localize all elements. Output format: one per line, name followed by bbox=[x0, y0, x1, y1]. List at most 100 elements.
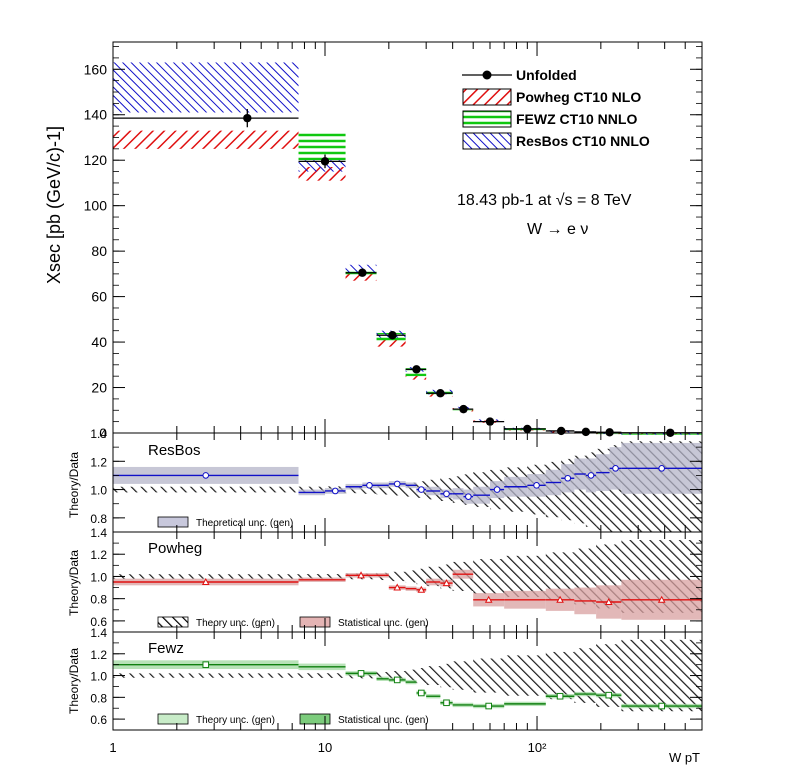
legend-label: Unfolded bbox=[516, 67, 577, 83]
ratio-marker bbox=[202, 472, 210, 479]
ratio-marker bbox=[366, 482, 373, 489]
ratio-marker bbox=[418, 689, 425, 697]
y-tick-label: 0 bbox=[99, 425, 107, 441]
data-unc-band bbox=[113, 673, 299, 678]
data-point bbox=[605, 428, 614, 437]
y-tick-label: 100 bbox=[84, 198, 108, 214]
powheg-panel-title: Powheg bbox=[148, 540, 202, 557]
ratio-marker bbox=[493, 486, 501, 493]
fewz-y-axis-title: Theory/Data bbox=[67, 648, 81, 714]
resbos-ratio-legend: Theoretical unc. (gen) bbox=[157, 516, 293, 529]
data-unc-band bbox=[376, 484, 389, 495]
legend-label: Theory unc. (gen) bbox=[196, 618, 275, 629]
x-tick-label: 1 bbox=[109, 740, 116, 755]
data-unc-band bbox=[621, 639, 702, 712]
panel-frame-3 bbox=[112, 631, 703, 731]
ratio-marker bbox=[357, 571, 365, 579]
y-tick-label: 140 bbox=[84, 107, 108, 123]
data-point bbox=[358, 268, 367, 277]
ratio-marker bbox=[587, 472, 595, 479]
ratio-marker bbox=[604, 597, 613, 605]
data-point bbox=[388, 331, 397, 340]
ratio-marker bbox=[605, 691, 613, 699]
y-tick-label: 1.2 bbox=[90, 455, 107, 469]
ratio-marker bbox=[556, 595, 564, 603]
y-axis-title: Xsec [pb (GeV/c)-1] bbox=[44, 126, 64, 284]
fewz-panel-title: Fewz bbox=[148, 640, 184, 657]
legend-label: Theoretical unc. (gen) bbox=[196, 518, 293, 529]
y-tick-label: 20 bbox=[91, 380, 107, 396]
data-unc-band bbox=[504, 655, 546, 696]
ratio-marker bbox=[443, 490, 450, 498]
legend-resbos: ResBos CT10 NNLO bbox=[462, 132, 650, 150]
data-unc-band bbox=[452, 661, 474, 690]
powheg-y-axis-title: Theory/Data bbox=[67, 550, 81, 616]
data-unc-band bbox=[473, 658, 505, 693]
resbos-panel-title: ResBos bbox=[148, 442, 201, 459]
data-unc-band bbox=[113, 486, 299, 493]
theory-band-2 bbox=[298, 130, 346, 161]
ratio-marker bbox=[417, 585, 426, 593]
data-unc-band bbox=[416, 568, 427, 585]
legend-label: Statistical unc. (gen) bbox=[338, 715, 429, 726]
plot-marks: 0204060801001201401600.81.01.21.40.60.81… bbox=[84, 41, 703, 755]
y-tick-label: 40 bbox=[91, 334, 107, 350]
data-unc-band bbox=[388, 483, 406, 496]
y-tick-label: 0.8 bbox=[90, 512, 107, 526]
data-point bbox=[459, 404, 468, 414]
fewz-ratio-legend: Theory unc. (gen) Statistical unc. (gen) bbox=[157, 713, 429, 726]
ratio-marker bbox=[556, 692, 564, 700]
data-point bbox=[581, 427, 591, 437]
theory-band-3 bbox=[113, 62, 299, 113]
ratio-marker bbox=[658, 702, 665, 710]
data-point bbox=[320, 157, 330, 166]
ratio-marker bbox=[331, 487, 339, 495]
data-point bbox=[436, 389, 445, 398]
data-point bbox=[485, 417, 495, 426]
ratio-marker bbox=[393, 676, 401, 684]
legend-label: FEWZ CT10 NNLO bbox=[516, 111, 637, 127]
x-axis-title: W pT bbox=[669, 750, 700, 765]
data-unc-band bbox=[298, 673, 346, 678]
theory-band-1 bbox=[376, 339, 406, 347]
data-unc-band bbox=[416, 668, 427, 684]
theory-band-1 bbox=[405, 373, 427, 380]
y-tick-label: 1.2 bbox=[90, 548, 107, 562]
resbos-y-axis-title: Theory/Data bbox=[67, 452, 81, 518]
data-unc-band bbox=[504, 555, 546, 598]
ratio-marker bbox=[442, 579, 451, 587]
legend-fewz: FEWZ CT10 NNLO bbox=[462, 110, 637, 128]
y-tick-label: 0.6 bbox=[90, 713, 107, 727]
data-unc-band bbox=[388, 571, 406, 582]
y-tick-label: 80 bbox=[91, 243, 107, 259]
y-tick-label: 1.4 bbox=[90, 427, 107, 441]
data-unc-band bbox=[298, 486, 326, 493]
ratio-marker bbox=[357, 670, 365, 677]
legend-powheg: Powheg CT10 NLO bbox=[462, 88, 641, 106]
data-unc-band bbox=[545, 651, 575, 700]
data-unc-band bbox=[113, 574, 299, 579]
y-tick-label: 160 bbox=[84, 61, 108, 77]
data-unc-band bbox=[405, 669, 417, 682]
data-unc-band bbox=[463, 474, 474, 505]
process-annotation: W → e ν bbox=[527, 221, 588, 238]
data-unc-band bbox=[440, 663, 453, 688]
data-point bbox=[412, 365, 421, 374]
x-tick-label: 10 bbox=[318, 740, 332, 755]
data-unc-band bbox=[405, 570, 417, 583]
data-unc-band bbox=[473, 559, 505, 594]
data-unc-band bbox=[426, 666, 441, 686]
luminosity-annotation: 18.43 pb-1 at √s = 8 TeV bbox=[457, 192, 632, 209]
theory-band-1 bbox=[345, 273, 377, 281]
legend-label: Theory unc. (gen) bbox=[196, 715, 275, 726]
legend-label: ResBos CT10 NNLO bbox=[516, 133, 650, 149]
data-unc-band bbox=[362, 485, 377, 494]
data-unc-band bbox=[376, 672, 389, 680]
ratio-marker bbox=[202, 661, 210, 668]
y-tick-label: 1.2 bbox=[90, 648, 107, 662]
y-tick-label: 1.4 bbox=[90, 526, 107, 540]
y-tick-label: 120 bbox=[84, 152, 108, 168]
y-tick-label: 60 bbox=[91, 289, 107, 305]
data-point bbox=[243, 113, 252, 123]
